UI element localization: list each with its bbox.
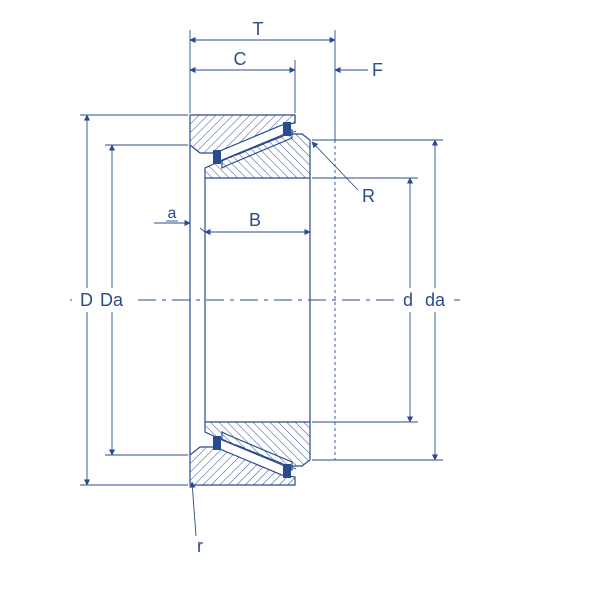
label-r: r bbox=[197, 536, 203, 556]
label-C: C bbox=[234, 49, 247, 69]
dim-B: B bbox=[205, 210, 310, 232]
label-F: F bbox=[372, 60, 383, 80]
label-a: a bbox=[168, 205, 177, 222]
label-D: D bbox=[80, 290, 93, 310]
dim-a: a bbox=[154, 205, 205, 232]
dim-C: C bbox=[190, 49, 295, 113]
dim-R: R bbox=[312, 142, 375, 206]
dim-F: F bbox=[335, 60, 383, 80]
label-d: d bbox=[403, 290, 413, 310]
label-T: T bbox=[253, 19, 264, 39]
label-B: B bbox=[249, 210, 261, 230]
bearing-diagram: T C F B a R r D bbox=[0, 0, 600, 600]
label-Da: Da bbox=[100, 290, 124, 310]
label-da: da bbox=[425, 290, 446, 310]
dim-r: r bbox=[192, 482, 203, 556]
label-R: R bbox=[362, 186, 375, 206]
